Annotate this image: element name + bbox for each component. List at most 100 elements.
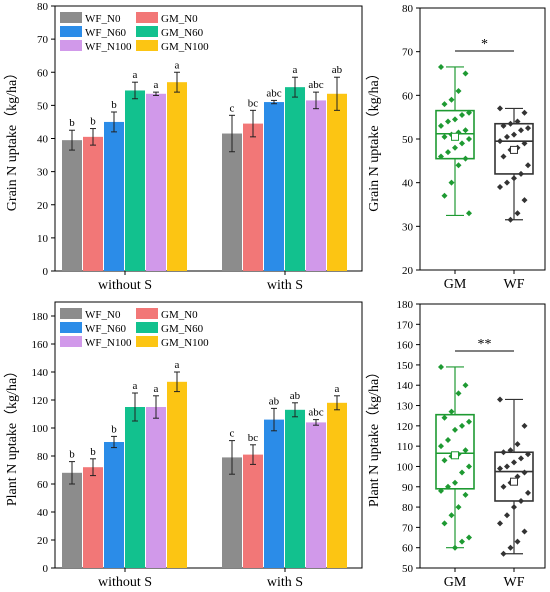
legend-label: WF_N100: [85, 337, 132, 349]
y-tick-label: 60: [37, 479, 49, 491]
data-point: [500, 122, 507, 129]
y-tick-label: 180: [397, 299, 414, 311]
data-point: [438, 122, 444, 129]
data-point: [462, 382, 469, 389]
data-point: [511, 459, 517, 466]
bar: [327, 402, 347, 568]
significance-letter: b: [90, 446, 96, 458]
bar: [306, 100, 326, 271]
y-tick-label: 160: [397, 340, 414, 352]
data-point: [511, 504, 517, 511]
data-point: [441, 414, 448, 421]
data-point: [500, 483, 507, 490]
y-tick-label: 20: [402, 265, 414, 277]
data-point: [521, 528, 528, 535]
significance-letter: a: [133, 69, 138, 81]
bar: [285, 87, 305, 271]
y-tick-label: 140: [32, 367, 49, 379]
data-point: [438, 63, 444, 70]
y-tick-label: 100: [32, 423, 49, 435]
significance-letter: b: [111, 99, 117, 111]
bar: [222, 457, 242, 568]
data-point: [445, 437, 451, 444]
y-tick-label: 160: [32, 339, 49, 351]
data-point: [514, 441, 521, 448]
significance-letter: a: [175, 59, 180, 71]
data-point: [466, 418, 472, 425]
significance-letter: a: [154, 79, 159, 91]
data-point: [504, 512, 510, 519]
y-tick-label: 80: [37, 451, 49, 463]
data-point: [504, 133, 510, 140]
legend-swatch: [60, 322, 82, 333]
data-point: [441, 520, 448, 527]
y-tick-label: 50: [37, 100, 49, 112]
data-point: [452, 144, 458, 151]
significance-letter: c: [230, 102, 235, 114]
plot-frame: [419, 303, 546, 569]
data-point: [497, 184, 503, 191]
data-point: [445, 118, 451, 125]
y-tick-label: 120: [397, 421, 414, 433]
data-point: [518, 455, 524, 462]
data-point: [455, 390, 462, 397]
data-point: [521, 422, 528, 429]
bar: [125, 407, 145, 568]
box: [494, 122, 534, 175]
box: [435, 109, 475, 160]
x-tick-label: with S: [267, 575, 303, 590]
y-tick-label: 100: [397, 461, 414, 473]
significance-marker: *: [481, 37, 488, 52]
significance-letter: a: [175, 359, 180, 371]
bar: [104, 121, 124, 271]
data-point: [462, 127, 469, 134]
data-point: [459, 140, 465, 147]
y-tick-label: 40: [402, 178, 414, 190]
legend-label: GM_N100: [161, 337, 209, 349]
legend-swatch: [136, 322, 158, 333]
significance-letter: bc: [248, 432, 259, 444]
bar: [264, 419, 284, 568]
significance-letter: ab: [269, 395, 280, 407]
y-tick-label: 80: [37, 1, 49, 13]
data-point: [504, 179, 510, 186]
bar: [62, 472, 82, 568]
y-tick-label: 80: [402, 3, 414, 15]
box: [494, 451, 534, 502]
data-point: [438, 153, 444, 160]
data-point: [438, 443, 444, 450]
data-point: [455, 504, 462, 511]
data-point: [459, 422, 465, 429]
data-point: [466, 463, 472, 470]
legend-label: GM_N60: [161, 323, 204, 335]
legend-swatch: [136, 12, 158, 23]
significance-letter: bc: [248, 97, 259, 109]
data-point: [518, 497, 524, 504]
data-point: [438, 363, 444, 370]
data-point: [525, 162, 531, 169]
x-tick-label: with S: [267, 278, 303, 293]
data-point: [462, 70, 469, 77]
data-point: [497, 465, 503, 472]
significance-letter: b: [69, 449, 75, 461]
data-point: [518, 170, 524, 177]
legend-swatch: [60, 308, 82, 319]
data-point: [441, 101, 448, 108]
data-point: [511, 175, 517, 182]
data-point: [441, 192, 448, 199]
x-tick-label: WF: [504, 277, 525, 292]
data-point: [448, 408, 455, 415]
plot-frame: [54, 301, 363, 569]
data-point: [507, 447, 514, 454]
data-point: [500, 449, 507, 456]
bar: [104, 442, 124, 568]
significance-letter: abc: [266, 87, 281, 99]
data-point: [466, 210, 472, 217]
data-point: [459, 538, 465, 545]
bar: [125, 90, 145, 271]
box: [435, 413, 475, 490]
y-tick-label: 50: [402, 563, 414, 575]
bar: [243, 123, 263, 271]
